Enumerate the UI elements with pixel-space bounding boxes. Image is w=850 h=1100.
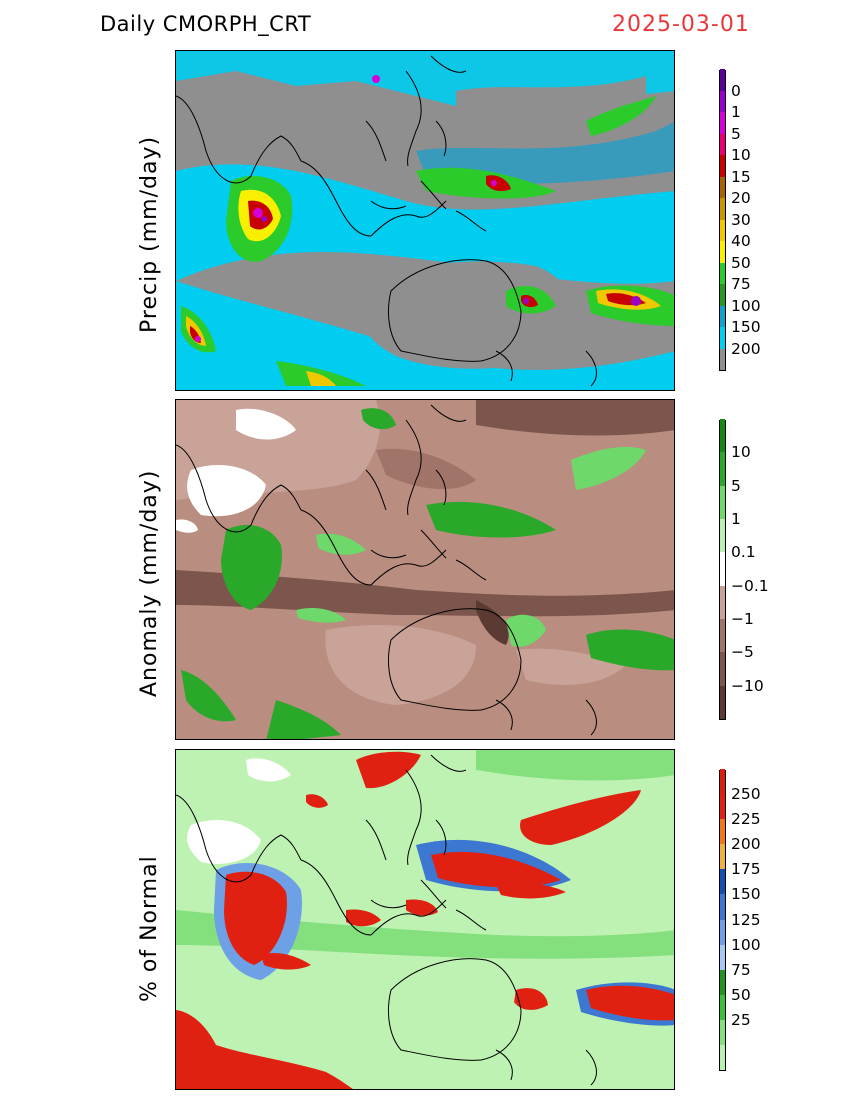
- colorbar-segment: [720, 197, 725, 220]
- colorbar-label: 250: [731, 785, 761, 804]
- colorbar-label: 20: [731, 189, 751, 207]
- colorbar-segment: [720, 685, 725, 719]
- colorbar-label: 1: [731, 103, 741, 121]
- colorbar-segment: [720, 868, 725, 895]
- colorbar-label: 40: [731, 232, 751, 250]
- colorbar-segment: [720, 1044, 725, 1070]
- colorbar-label: −0.1: [731, 576, 769, 595]
- colorbar-segment: [720, 90, 725, 112]
- colorbar-segment: [720, 768, 725, 795]
- colorbar-label: 200: [731, 835, 761, 854]
- map-panel-anomaly: [175, 399, 675, 740]
- colorbar-segment: [720, 551, 725, 586]
- colorbar-label: 100: [731, 935, 761, 954]
- colorbar-label: 5: [731, 124, 741, 143]
- colorbar-segment: [720, 111, 725, 134]
- colorbar-segment: [720, 418, 725, 453]
- colorbar-label: 50: [731, 253, 751, 272]
- colorbar-segment: [720, 485, 725, 519]
- colorbar-segment: [720, 618, 725, 653]
- colorbar-segment: [720, 518, 725, 553]
- colorbar-segment: [720, 219, 725, 241]
- colorbar-precip: [719, 68, 726, 371]
- colorbar-label: 0: [731, 81, 741, 100]
- colorbar-label: 150: [731, 318, 761, 336]
- colorbar-segment: [720, 283, 725, 306]
- colorbar-segment: [720, 133, 725, 155]
- colorbar-label: 10: [731, 443, 751, 462]
- colorbar-segment: [720, 1019, 725, 1045]
- colorbar-label: 30: [731, 210, 751, 229]
- colorbar-label: 50: [731, 985, 751, 1004]
- colorbar-label: 225: [731, 810, 761, 829]
- colorbar-percent: [719, 768, 726, 1071]
- colorbar-segment: [720, 944, 725, 970]
- title-date: 2025-03-01: [612, 12, 750, 37]
- colorbar-segment: [720, 305, 725, 327]
- percent-map: [176, 750, 674, 1089]
- colorbar-segment: [720, 451, 725, 486]
- colorbar-segment: [720, 348, 725, 370]
- colorbar-label: 15: [731, 167, 751, 186]
- colorbar-segment: [720, 326, 725, 349]
- colorbar-label: 200: [731, 339, 761, 358]
- colorbar-segment: [720, 843, 725, 870]
- colorbar-label: 25: [731, 1010, 751, 1029]
- colorbar-segment: [720, 893, 725, 920]
- colorbar-label: 75: [731, 275, 751, 293]
- colorbar-label: 10: [731, 146, 751, 164]
- colorbar-label: 150: [731, 885, 761, 904]
- colorbar-label: 125: [731, 910, 761, 929]
- ylabel-anomaly: Anomaly (mm/day): [137, 469, 162, 697]
- colorbar-segment: [720, 68, 725, 91]
- title-left: Daily CMORPH_CRT: [100, 12, 312, 36]
- precip-map: [176, 51, 674, 390]
- colorbar-segment: [720, 176, 725, 198]
- colorbar-label: 0.1: [731, 543, 756, 562]
- colorbar-label: 175: [731, 860, 761, 879]
- colorbar-segment: [720, 994, 725, 1020]
- colorbar-segment: [720, 154, 725, 177]
- colorbar-segment: [720, 793, 725, 820]
- map-panel-precip: [175, 50, 675, 391]
- colorbar-segment: [720, 818, 725, 845]
- colorbar-segment: [720, 919, 725, 945]
- ylabel-precip: Precip (mm/day): [137, 135, 162, 333]
- map-panel-percent: [175, 749, 675, 1090]
- colorbar-segment: [720, 969, 725, 995]
- ylabel-percent: % of Normal: [137, 855, 162, 1002]
- colorbar-segment: [720, 585, 725, 619]
- colorbar-segment: [720, 651, 725, 686]
- colorbar-label: −1: [731, 610, 754, 628]
- colorbar-segment: [720, 262, 725, 284]
- colorbar-anomaly: [719, 418, 726, 720]
- colorbar-label: 1: [731, 510, 741, 528]
- anomaly-map: [176, 400, 674, 739]
- colorbar-label: 75: [731, 960, 751, 979]
- colorbar-label: 5: [731, 476, 741, 495]
- colorbar-label: −10: [731, 676, 764, 695]
- colorbar-label: 100: [731, 296, 761, 315]
- colorbar-label: −5: [731, 643, 754, 662]
- colorbar-segment: [720, 240, 725, 263]
